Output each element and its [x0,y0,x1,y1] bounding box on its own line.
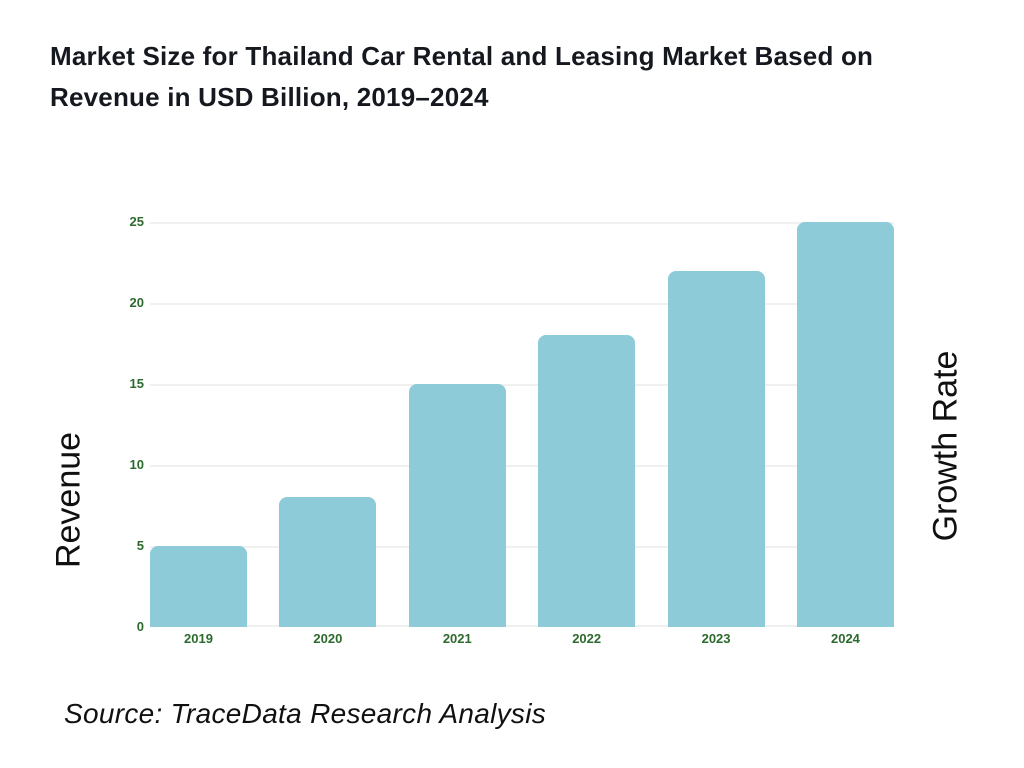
x-tick-2023: 2023 [701,631,731,646]
bar-2020 [279,497,377,627]
chart-title-line1: Market Size for Thailand Car Rental and … [50,41,874,71]
gridline-10 [150,465,894,467]
gridline-0 [150,625,894,627]
bars-container [150,222,894,627]
bar-2024 [796,222,894,627]
bar-2021 [408,384,506,627]
y-axis-label-left: Revenue [49,431,88,569]
bar-2019 [150,546,247,627]
gridline-5 [150,546,894,548]
x-tick-2022: 2022 [572,631,602,646]
y-tick-25: 25 [129,214,144,229]
source-text: Source: TraceData Research Analysis [64,698,547,729]
gridline-20 [150,303,894,305]
chart-title-line2: Revenue in USD Billion, 2019–2024 [50,82,489,112]
x-tick-2019: 2019 [184,631,213,646]
y-tick-10: 10 [129,457,144,472]
chart-title: Market Size for Thailand Car Rental and … [50,36,1000,118]
x-tick-2021: 2021 [442,631,472,646]
plot-area [150,222,894,627]
y-axis-label-right: Growth Rate [926,350,965,542]
y-tick-0: 0 [136,619,144,634]
y-tick-15: 15 [129,376,144,391]
y-tick-5: 5 [136,538,144,553]
x-tick-2024: 2024 [830,631,860,646]
gridline-25 [150,222,894,224]
y-tick-20: 20 [129,295,144,310]
bar-2022 [538,335,636,627]
bar-2023 [667,270,765,627]
x-tick-2020: 2020 [313,631,343,646]
gridline-15 [150,384,894,386]
x-axis-tick-labels: 2019 2020 2021 2022 2023 2024 [150,631,894,646]
